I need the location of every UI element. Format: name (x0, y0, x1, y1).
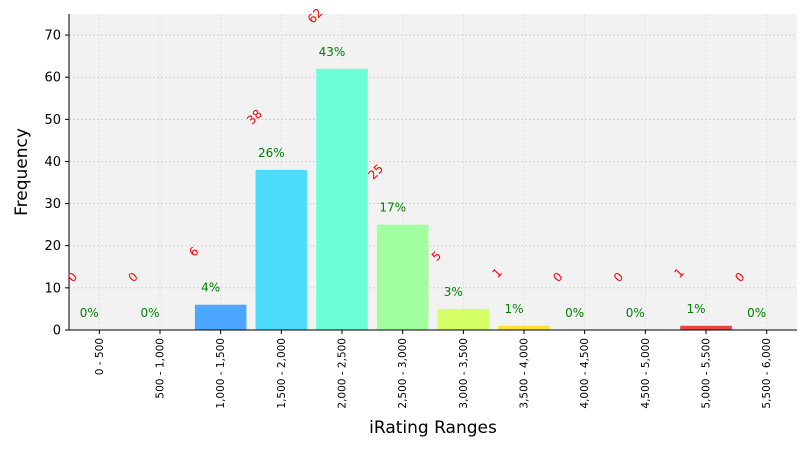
percent-label: 1% (686, 302, 705, 316)
bar (376, 224, 429, 330)
y-tick-label: 40 (44, 155, 61, 170)
x-tick-label: 0 - 500 (94, 338, 106, 375)
bar (498, 325, 550, 330)
x-tick-label: 4,500 - 5,000 (640, 338, 652, 409)
x-tick-label: 4,000 - 4,500 (579, 338, 591, 409)
x-tick-label: 5,500 - 6,000 (761, 338, 773, 409)
bar (255, 169, 308, 330)
percent-label: 3% (444, 285, 463, 299)
percent-label: 17% (379, 201, 406, 215)
percent-label: 1% (504, 302, 523, 316)
x-tick-label: 2,500 - 3,000 (397, 338, 409, 409)
percent-label: 0% (626, 306, 645, 320)
bar (680, 325, 732, 330)
x-tick-label: 5,000 - 5,500 (701, 338, 713, 409)
y-tick-label: 70 (44, 29, 61, 44)
percent-label: 43% (319, 45, 346, 59)
x-tick-label: 1,000 - 1,500 (215, 338, 227, 409)
percent-label: 0% (80, 306, 99, 320)
bar (316, 68, 368, 331)
y-tick-label: 50 (44, 113, 61, 128)
y-tick-label: 10 (44, 281, 61, 296)
x-axis-label: iRating Ranges (369, 418, 497, 438)
x-tick-label: 2,000 - 2,500 (337, 338, 349, 409)
x-tick-label: 1,500 - 2,000 (276, 338, 288, 409)
grid-lines (69, 14, 797, 330)
bar (437, 308, 490, 330)
percent-label: 0% (747, 306, 766, 320)
y-tick-label: 30 (44, 197, 61, 212)
plot-area (69, 14, 797, 330)
y-tick-label: 20 (44, 239, 61, 254)
y-tick-label: 0 (53, 324, 61, 339)
y-axis-ticks: 0 10 20 30 40 50 60 70 (44, 29, 69, 339)
bar (194, 304, 247, 330)
percent-label: 0% (140, 306, 159, 320)
axes (68, 14, 797, 331)
bars (194, 68, 732, 331)
y-axis-label: Frequency (12, 128, 32, 216)
x-tick-label: 3,000 - 3,500 (458, 338, 470, 409)
percent-label: 0% (565, 306, 584, 320)
x-axis-ticks: 0 - 500 500 - 1,000 1,000 - 1,500 1,500 - 2… (94, 330, 773, 409)
x-tick-label: 3,500 - 4,000 (519, 338, 531, 409)
percent-label: 4% (201, 281, 220, 295)
x-tick-label: 500 - 1,000 (155, 338, 167, 399)
percent-label: 26% (258, 146, 285, 160)
y-tick-label: 60 (44, 71, 61, 86)
